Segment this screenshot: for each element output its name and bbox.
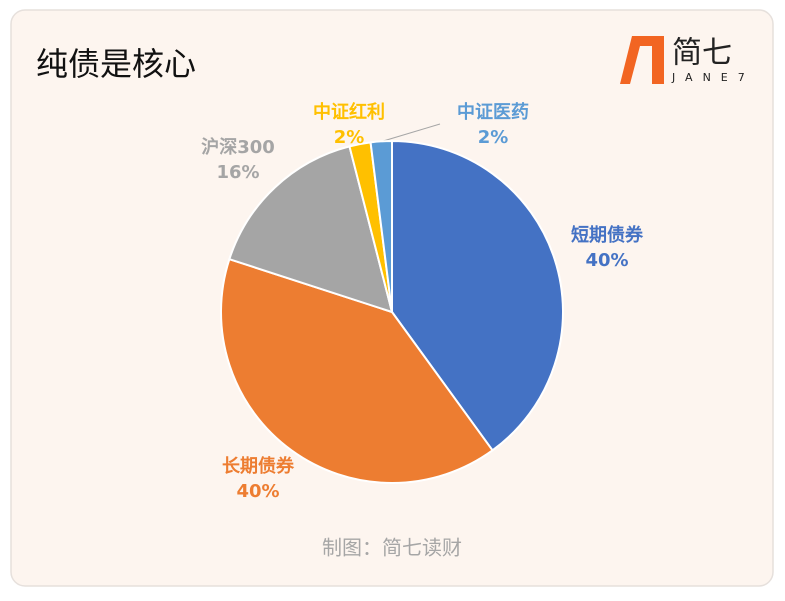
logo: 简七 JANE7: [620, 36, 755, 84]
slice-category-label: 中证医药: [457, 101, 529, 123]
slice-value-label: 16%: [216, 162, 259, 183]
slice-value-label: 40%: [236, 481, 279, 502]
slice-category-label: 沪深300: [201, 136, 275, 158]
slice-category-label: 长期债券: [222, 455, 295, 477]
slice-category-label: 短期债券: [571, 224, 644, 246]
slice-category-label: 中证红利: [313, 101, 385, 123]
pie-slice: [228, 145, 394, 314]
slice-value-label: 2%: [478, 127, 509, 148]
leader-line: [379, 123, 441, 143]
chart-title: 纯债是核心: [36, 45, 196, 83]
source-note: 制图：简七读财: [322, 536, 462, 560]
logo-mark: [620, 36, 664, 84]
pie: [220, 139, 564, 484]
slice-value-label: 40%: [585, 250, 628, 271]
logo-text: 简七: [672, 36, 732, 71]
slice-value-label: 2%: [334, 127, 365, 148]
logo-subtext: JANE7: [671, 71, 755, 84]
pie-slice: [391, 139, 564, 452]
pie-slice: [220, 257, 494, 484]
pie-slice: [369, 139, 393, 313]
